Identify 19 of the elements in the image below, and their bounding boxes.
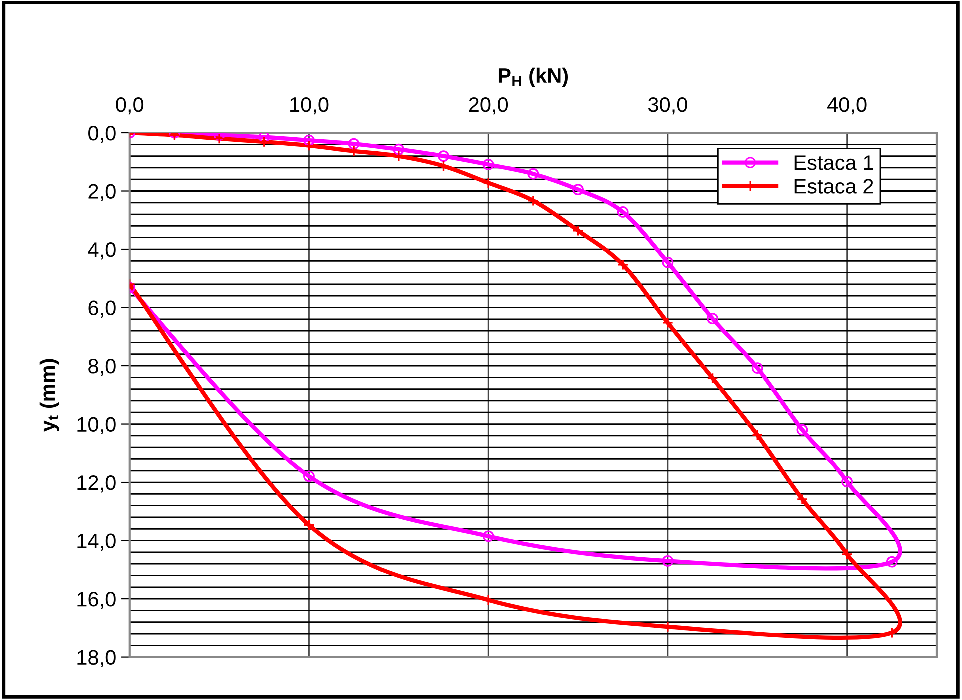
x-tick-label: 10,0	[290, 97, 329, 115]
y-tick-label: 12,0	[78, 476, 116, 493]
y-tick-label: 6,0	[88, 300, 116, 318]
y-tick-label: 8,0	[88, 359, 116, 376]
y-tick-label: 14,0	[78, 534, 116, 552]
x-tick-label: 30,0	[648, 97, 688, 115]
y-tick-label: 4,0	[88, 242, 116, 260]
y-axis-title: y$_{t}$ (mm)	[40, 359, 60, 432]
x-tick-label: 20,0	[469, 97, 508, 115]
y-tick-label: 18,0	[78, 650, 116, 668]
x-axis-title: P$_{H}$ (kN)	[498, 68, 568, 88]
x-tick-label: 0,0	[116, 97, 144, 115]
y-tick-label: 16,0	[78, 592, 116, 610]
legend-label: Estaca 1	[794, 156, 874, 170]
y-tick-label: 10,0	[78, 417, 116, 434]
x-tick-label: 40,0	[828, 97, 867, 115]
y-tick-label: 2,0	[88, 184, 116, 202]
y-tick-label: 0,0	[88, 126, 116, 144]
legend-label: Estaca 2	[794, 179, 874, 194]
